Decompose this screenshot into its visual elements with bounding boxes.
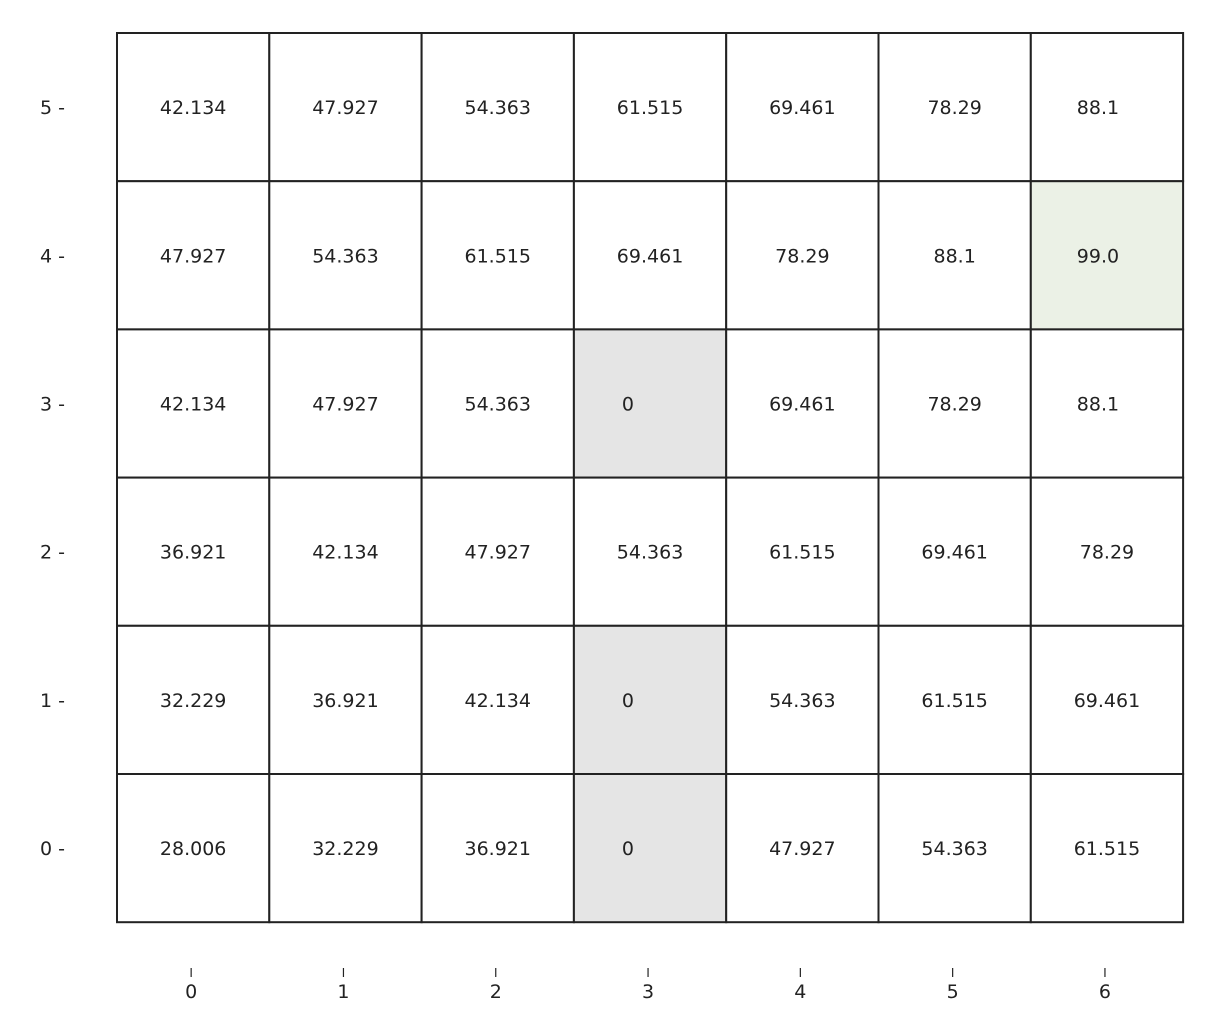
grid-cell — [420, 32, 575, 183]
grid-cell — [725, 624, 880, 775]
cell-value-label: 69.461 — [769, 394, 835, 416]
grid-cell — [116, 32, 271, 183]
grid-cell — [572, 32, 728, 183]
grid-cell — [420, 180, 575, 331]
cell-value-label: 0 — [622, 690, 634, 712]
cell-value-label: 36.921 — [465, 838, 531, 860]
grid-cell — [116, 773, 271, 924]
cell-value-label: 61.515 — [1074, 838, 1140, 860]
cell-value-label: 61.515 — [465, 245, 531, 267]
cell-value-label: 47.927 — [769, 838, 835, 860]
y-tick-label: 5 - — [40, 97, 65, 119]
x-tick-label: 3 — [642, 981, 654, 1003]
wall-cell — [572, 328, 728, 479]
cell-value-label: 88.1 — [1077, 97, 1119, 119]
cell-value-label: 54.363 — [465, 394, 531, 416]
cell-value-label: 54.363 — [465, 97, 531, 119]
wall-cell — [572, 773, 728, 924]
x-tick-label: 1 — [337, 981, 349, 1003]
grid-cell — [268, 328, 423, 479]
cell-value-label: 47.927 — [312, 394, 378, 416]
cell-value-label: 0 — [622, 394, 634, 416]
x-tick-label: 5 — [947, 981, 959, 1003]
cell-value-label: 88.1 — [1077, 394, 1119, 416]
grid-cell — [877, 773, 1032, 924]
cell-value-label: 42.134 — [312, 542, 378, 564]
cell-value-label: 47.927 — [312, 97, 378, 119]
cell-value-label: 61.515 — [769, 542, 835, 564]
cell-value-label: 78.29 — [1080, 542, 1134, 564]
grid-cell — [725, 180, 880, 331]
cell-value-label: 47.927 — [465, 542, 531, 564]
y-tick-label: 1 - — [40, 690, 65, 712]
cell-value-label: 69.461 — [1074, 690, 1140, 712]
cell-value-label: 78.29 — [927, 97, 981, 119]
grid-cell — [268, 476, 423, 627]
grid-cell — [116, 180, 271, 331]
grid-cell — [420, 773, 575, 924]
grid-cell — [420, 328, 575, 479]
grid-cell — [877, 32, 1032, 183]
cell-value-label: 99.0 — [1077, 245, 1119, 267]
grid-cell — [1029, 624, 1185, 775]
wall-cell — [572, 624, 728, 775]
grid-cell — [1029, 773, 1185, 924]
cell-value-label: 69.461 — [769, 97, 835, 119]
x-tick-label: 6 — [1099, 981, 1111, 1003]
x-tick-label: 2 — [490, 981, 502, 1003]
cell-value-label: 32.229 — [160, 690, 226, 712]
cell-value-label: 69.461 — [617, 245, 683, 267]
grid-cell — [116, 624, 271, 775]
y-tick-label: 3 - — [40, 394, 65, 416]
axis-ticks-layer: 0 - 1 - 2 - 3 - 4 - 5 - 0 1 2 3 4 5 6 — [40, 97, 1111, 1003]
cell-value-label: 78.29 — [927, 394, 981, 416]
cells-layer — [116, 32, 1185, 924]
cell-value-label: 61.515 — [617, 97, 683, 119]
cell-value-label: 42.134 — [160, 97, 226, 119]
cell-value-label: 54.363 — [617, 542, 683, 564]
x-tick-label: 0 — [185, 981, 197, 1003]
cell-value-label: 42.134 — [160, 394, 226, 416]
cell-value-label: 36.921 — [160, 542, 226, 564]
cell-value-label: 78.29 — [775, 245, 829, 267]
grid-cell — [1029, 476, 1185, 627]
cell-value-label: 36.921 — [312, 690, 378, 712]
cell-value-label: 88.1 — [933, 245, 975, 267]
grid-cell — [116, 476, 271, 627]
goal-cell — [1029, 180, 1185, 331]
grid-cell — [877, 180, 1032, 331]
cell-value-label: 69.461 — [921, 542, 987, 564]
cell-value-label: 61.515 — [921, 690, 987, 712]
grid-cell — [268, 624, 423, 775]
grid-cell — [420, 476, 575, 627]
grid-cell — [725, 32, 880, 183]
cell-value-label: 28.006 — [160, 838, 226, 860]
grid-cell — [725, 773, 880, 924]
grid-cell — [268, 32, 423, 183]
cell-value-label: 42.134 — [465, 690, 531, 712]
grid-cell — [725, 328, 880, 479]
cell-value-label: 32.229 — [312, 838, 378, 860]
cell-labels-layer: 42.134 47.927 54.363 61.515 69.461 78.29 88.1 4… — [160, 97, 1140, 860]
cell-value-label: 0 — [622, 838, 634, 860]
cell-value-label: 54.363 — [921, 838, 987, 860]
grid-cell — [877, 328, 1032, 479]
cell-value-label: 47.927 — [160, 245, 226, 267]
grid-cell — [725, 476, 880, 627]
y-tick-label: 0 - — [40, 838, 65, 860]
grid-cell — [268, 773, 423, 924]
y-tick-label: 2 - — [40, 542, 65, 564]
cell-value-label: 54.363 — [769, 690, 835, 712]
y-tick-label: 4 - — [40, 245, 65, 267]
grid-cell — [1029, 328, 1185, 479]
x-tick-label: 4 — [794, 981, 806, 1003]
cell-value-label: 54.363 — [312, 245, 378, 267]
